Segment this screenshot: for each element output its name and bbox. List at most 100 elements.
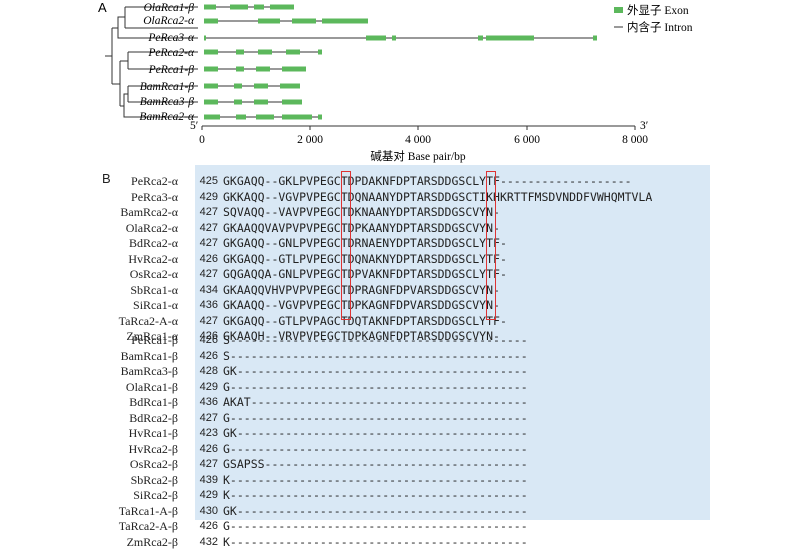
tick-label: 6 000 <box>514 134 540 146</box>
axis-5prime: 5′ <box>190 120 198 132</box>
exon-legend-label: 外显子 Exon <box>627 4 689 17</box>
legend: 外显子 Exon 内含子 Intron <box>614 4 693 34</box>
sequence-name: OlaRca2-α <box>125 220 178 235</box>
phylogenetic-tree <box>105 6 198 118</box>
alignment-background <box>195 165 710 520</box>
sequence-residues: G---------------------------------------… <box>223 519 528 533</box>
sequence-position: 427 <box>199 206 218 218</box>
sequence-residues: GKGAQQ--GTLPVPAGCTDQTAKNFDPTARSDDGSCLYTF… <box>223 313 507 328</box>
sequence-position: 434 <box>199 283 218 296</box>
sequence-position: 426 <box>199 252 218 265</box>
sequence-name: SbRca1-α <box>130 282 178 297</box>
sequence-position: 426 <box>199 349 218 362</box>
conserved-cysteine-box-2 <box>486 171 496 320</box>
sequence-name: BdRca2-α <box>129 236 178 250</box>
sequence-residues: GKAAQQVHVPVPVPEGCTDPRAGNFDPVARSDDGSCVYN- <box>223 282 500 297</box>
sequence-position: 429 <box>199 190 218 203</box>
sequence-residues: K---------------------------------------… <box>223 534 528 549</box>
sequence-position: 425 <box>199 175 218 187</box>
sequence-residues: GKAAQH--VRVPVPEGCTDPKAGNFDPTARSDDGSCVYN- <box>223 329 500 343</box>
sequence-residues: GKAAQQ--VGVPVPEGCTDPKAGNFDPVARSDDGSCVYN- <box>223 298 500 312</box>
sequence-position: 429 <box>199 489 218 501</box>
sequence-position: 427 <box>199 221 218 234</box>
sequence-residues: GKGAQQ--GNLPVPEGCTDRNAENYDPTARSDDGSCLYTF… <box>223 236 507 250</box>
sequence-name: TaRca2-A-β <box>118 519 178 533</box>
gene-structure-panel: A OlaRca1-β OlaRca2-α PeRca3-α PeRca2-α … <box>98 0 693 163</box>
sequence-name: PeRca2-α <box>131 174 178 188</box>
sequence-position: 426 <box>199 334 218 346</box>
gene-name: PeRca3-α <box>147 32 195 44</box>
tick-label: 8 000 <box>622 134 648 146</box>
sequence-position: 436 <box>199 396 218 408</box>
sequence-position: 427 <box>199 411 218 424</box>
sequence-residues: K---------------------------------------… <box>223 488 528 502</box>
sequence-position: 428 <box>199 365 218 377</box>
gene-name: PeRca2-α <box>147 47 195 59</box>
tick-label: 2 000 <box>297 134 323 146</box>
sequence-position: 429 <box>199 380 218 393</box>
sequence-name: BamRca2-α <box>120 205 178 219</box>
sequence-residues: GK--------------------------------------… <box>223 364 528 378</box>
gene-name-labels: OlaRca1-β OlaRca2-α PeRca3-α PeRca2-α Pe… <box>139 2 195 123</box>
exon-legend-swatch <box>614 7 623 13</box>
sequence-name: ZmRca1-α <box>126 329 178 343</box>
gene-structures <box>204 4 597 120</box>
sequence-name: OsRca2-β <box>129 457 178 471</box>
sequence-name: HvRca1-β <box>128 426 178 440</box>
sequence-alignment-panel: B PeRca2-α 425 GKGAQQ--GKLPVPEGCTDPDAKNFDP… <box>102 165 710 549</box>
sequence-position: 423 <box>199 427 218 439</box>
sequence-name: PeRca3-α <box>131 189 178 204</box>
sequence-name: PeRca1-β <box>131 333 178 347</box>
conserved-cysteine-box-1 <box>341 171 351 320</box>
sequence-residues: GK--------------------------------------… <box>223 426 528 440</box>
panel-b-label: B <box>102 171 111 186</box>
gene-name: BamRca2-α <box>139 111 195 123</box>
tick-label: 0 <box>199 134 205 146</box>
axis-3prime: 3′ <box>640 120 648 132</box>
sequence-position: 426 <box>199 520 218 532</box>
sequence-residues: GQGAQQA-GNLPVPEGCTDPVAKNFDPTARSDDGSCLYTF… <box>223 267 507 281</box>
sequence-residues: G---------------------------------------… <box>223 379 528 394</box>
gene-name: OlaRca2-α <box>143 15 195 27</box>
sequence-name: TaRca1-A-β <box>118 503 178 518</box>
sequence-position: 426 <box>199 442 218 455</box>
sequence-residues: GKAAQQVAVPVPVPEGCTDPKAANYDPTARSDDGSCVYN- <box>223 220 500 235</box>
sequence-position: 427 <box>199 237 218 249</box>
sequence-name: HvRca2-α <box>128 251 178 266</box>
sequence-position: 427 <box>199 314 218 327</box>
sequence-name: SiRca2-β <box>133 488 178 502</box>
sequence-position: 426 <box>199 330 218 342</box>
sequence-name: SbRca2-β <box>130 472 178 487</box>
sequence-position: 427 <box>199 458 218 470</box>
gene-name: PeRca1-β <box>148 64 195 76</box>
sequence-residues: S---------------------------------------… <box>223 333 528 347</box>
sequence-position: 439 <box>199 473 218 486</box>
sequence-name: OlaRca1-β <box>125 379 178 394</box>
sequence-name: BdRca2-β <box>129 410 178 425</box>
sequence-position: 432 <box>199 535 218 548</box>
sequence-name: SiRca1-α <box>133 298 178 312</box>
sequence-residues: AKAT------------------------------------… <box>223 395 528 409</box>
sequence-name: HvRca2-β <box>128 441 178 456</box>
sequence-name: ZmRca2-β <box>126 534 178 549</box>
sequence-residues: GKGAQQ--GTLPVPEGCTDQNAKNYDPTARSDDGSCLYTF… <box>223 251 507 266</box>
gene-name: BamRca1-β <box>140 81 195 93</box>
axis-title: 碱基对 Base pair/bp <box>370 149 465 163</box>
sequence-name: TaRca2-A-α <box>118 313 178 328</box>
sequence-name: BdRca1-β <box>129 395 178 409</box>
sequence-name: BamRca1-β <box>120 348 178 363</box>
sequence-residues: GKKAQQ--VGVPVPEGCTDQNAANYDPTARSDDGSCTIKH… <box>223 189 653 204</box>
gene-name: BamRca3-β <box>140 96 195 108</box>
sequence-position: 427 <box>199 268 218 280</box>
gene-name: OlaRca1-β <box>144 2 195 14</box>
sequence-residues: S---------------------------------------… <box>223 348 528 363</box>
sequence-position: 430 <box>199 504 218 517</box>
tick-label: 4 000 <box>405 134 431 146</box>
intron-legend-label: 内含子 Intron <box>627 20 693 34</box>
sequence-residues: K---------------------------------------… <box>223 472 528 487</box>
sequence-name: BamRca3-β <box>120 364 178 378</box>
panel-a-label: A <box>98 0 107 15</box>
sequence-residues: G---------------------------------------… <box>223 441 528 456</box>
sequence-residues: SQVAQQ--VAVPVPEGCTDKNAANYDPTARSDDGSCVYN- <box>223 205 500 219</box>
sequence-name: OsRca2-α <box>129 267 178 281</box>
